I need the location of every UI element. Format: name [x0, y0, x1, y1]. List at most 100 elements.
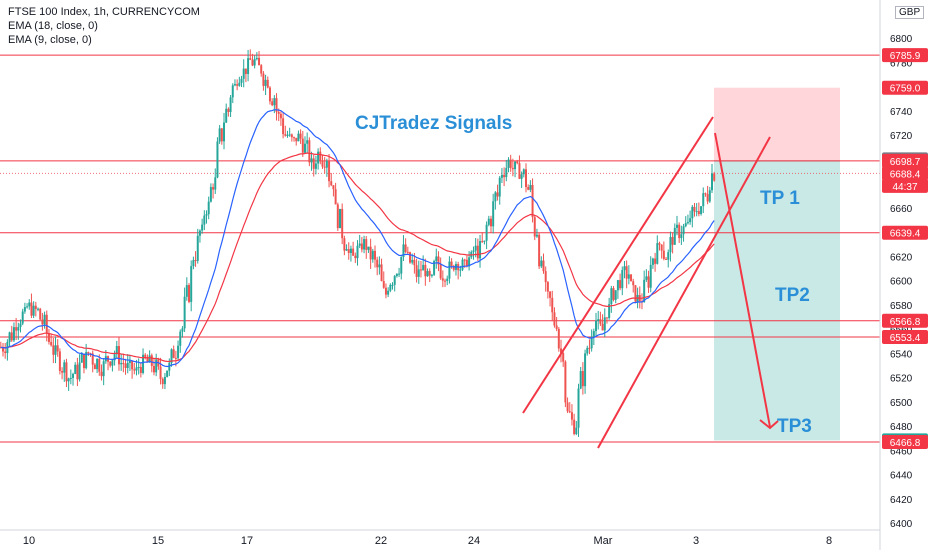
candle-body	[198, 230, 201, 236]
candle-body	[271, 101, 274, 106]
candle-body	[332, 185, 335, 190]
candle-body	[542, 260, 545, 272]
candle-body	[660, 244, 663, 251]
candle-body	[28, 302, 31, 307]
candle-body	[227, 108, 230, 112]
candle-body	[601, 323, 604, 331]
candle-body	[590, 336, 593, 349]
price-label: 6698.7	[890, 157, 921, 168]
candle-body	[669, 237, 672, 253]
candle-body	[12, 327, 15, 341]
x-tick-label: 22	[375, 535, 387, 547]
candle-body	[194, 260, 197, 262]
candle-body	[702, 193, 705, 207]
candle-body	[323, 166, 326, 168]
candle-body	[45, 314, 48, 334]
candle-body	[196, 235, 199, 261]
candle-body	[446, 278, 449, 282]
candle-body	[328, 160, 331, 182]
candle-body	[314, 163, 317, 169]
candle-body	[632, 281, 635, 286]
candle-body	[303, 143, 306, 153]
candle-body	[387, 290, 390, 295]
candle-body	[161, 378, 164, 385]
candle-body	[52, 345, 55, 355]
candle-body	[610, 288, 613, 305]
x-tick-label: 24	[468, 535, 480, 547]
candle-body	[273, 98, 276, 106]
candle-body	[538, 234, 541, 267]
candle-body	[481, 241, 484, 243]
candle-body	[667, 252, 670, 260]
candle-body	[647, 276, 650, 288]
price-label-box	[882, 166, 928, 181]
candle-body	[306, 140, 309, 144]
legend-title: FTSE 100 Index, 1h, CURRENCYCOM	[8, 6, 200, 18]
candle-body	[426, 271, 429, 277]
candle-body	[72, 373, 75, 378]
candle-body	[299, 133, 302, 139]
price-label-box	[882, 330, 928, 345]
candle-body	[406, 251, 409, 253]
candle-body	[74, 364, 77, 374]
candle-body	[32, 305, 35, 316]
candle-body	[656, 243, 659, 264]
candle-body	[419, 269, 422, 271]
candle-body	[214, 177, 217, 190]
candle-body	[170, 349, 173, 363]
candle-body	[437, 256, 440, 265]
y-tick-label: 6420	[890, 495, 913, 506]
candle-body	[247, 58, 250, 74]
candle-body	[678, 224, 681, 239]
candle-body	[312, 158, 315, 169]
candle-body	[564, 361, 567, 403]
candle-body	[15, 327, 18, 331]
price-label: 6639.4	[890, 229, 921, 240]
currency-badge[interactable]: GBP	[895, 6, 925, 19]
candle-body	[520, 174, 523, 179]
legend-ema-18: EMA (18, close, 0)	[8, 20, 98, 32]
candle-body	[540, 260, 543, 267]
candle-body	[172, 349, 175, 358]
price-label-box	[882, 313, 928, 328]
candle-body	[643, 279, 646, 302]
candle-body	[203, 215, 206, 225]
candle-body	[179, 331, 182, 346]
candle-body	[58, 351, 61, 371]
tp2-label: TP2	[775, 285, 810, 306]
candle-body	[369, 246, 372, 260]
candle-body	[67, 378, 70, 382]
candle-body	[325, 160, 328, 168]
candle-body	[10, 332, 13, 341]
candle-body	[524, 169, 527, 188]
candle-body	[465, 259, 468, 267]
channel-lower-line	[597, 136, 771, 449]
candle-body	[544, 271, 547, 283]
candle-body	[570, 412, 573, 420]
candle-body	[384, 287, 387, 295]
candle-body	[614, 290, 617, 300]
candle-body	[448, 261, 451, 279]
candle-body	[223, 122, 226, 142]
candle-body	[321, 160, 324, 167]
candle-body	[568, 411, 571, 413]
candle-body	[50, 341, 53, 346]
candle-body	[133, 369, 136, 371]
candle-body	[122, 362, 125, 364]
candle-body	[713, 173, 716, 181]
candle-body	[627, 274, 630, 279]
candle-body	[599, 319, 602, 324]
candle-body	[63, 362, 66, 373]
candle-body	[220, 128, 223, 142]
candle-body	[69, 377, 72, 379]
candle-body	[529, 184, 532, 190]
candle-body	[255, 57, 258, 60]
y-tick-label: 6740	[890, 107, 913, 118]
price-label-box	[882, 225, 928, 240]
candle-body	[549, 291, 552, 298]
candle-body	[282, 118, 285, 135]
candle-body	[85, 352, 88, 369]
candle-body	[704, 193, 707, 195]
candle-body	[433, 260, 436, 275]
